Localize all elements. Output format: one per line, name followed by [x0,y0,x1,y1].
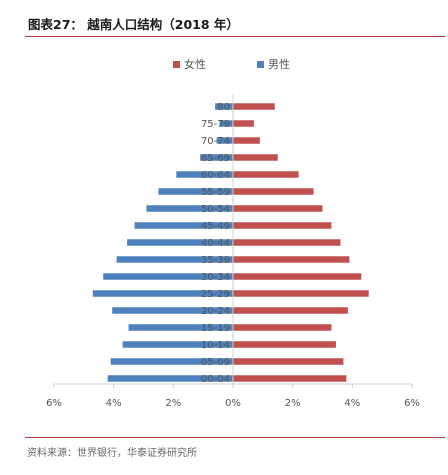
bars-group [92,103,369,382]
bar-female-70-74 [233,137,260,144]
bar-female-20-24 [233,307,348,314]
x-tick-label: 4% [344,398,360,409]
age-label-45-49: 45-49 [201,221,230,232]
age-label-40-44: 40-44 [201,238,230,249]
x-tick-label: 6% [46,398,62,409]
bar-female-00-04 [233,375,347,382]
bar-male-40-44 [127,239,233,246]
bar-female-65-69 [233,154,278,161]
bar-female-60-64 [233,171,299,178]
bar-female-25-29 [233,290,369,297]
bar-male-60-64 [176,171,233,178]
bar-female-35-39 [233,256,350,263]
bar-female-50-54 [233,205,323,212]
bar-male-25-29 [92,290,234,297]
bar-female-10-14 [233,341,336,348]
bar-female-15-19 [233,324,332,331]
legend: 女性 男性 [173,57,290,71]
bar-male-00-04 [107,375,233,382]
age-labels-group: 80 75-79 70-74 65-69 60-64 55-59 50-54 45-49 40-… [201,102,230,385]
bar-female-45-49 [233,222,332,229]
age-label-65-69: 65-69 [201,153,230,164]
legend-male-swatch [257,61,264,68]
x-tick-label: 2% [165,398,181,409]
age-label-10-14: 10-14 [201,340,230,351]
bar-male-50-54 [146,205,233,212]
chart-title: 图表27： 越南人口结构（2018 年） [28,17,239,32]
age-label-20-24: 20-24 [201,306,230,317]
bar-male-65-69 [200,154,233,161]
age-label-50-54: 50-54 [201,204,230,215]
age-label-15-19: 15-19 [201,323,230,334]
bar-female-55-59 [233,188,314,195]
bar-male-05-09 [110,358,233,365]
age-label-00-04: 00-04 [201,374,230,385]
bar-male-35-39 [116,256,233,263]
bar-male-55-59 [158,188,233,195]
bar-female-75-79 [233,120,254,127]
bar-male-20-24 [112,307,233,314]
bar-female-05-09 [233,358,344,365]
legend-male-label: 男性 [268,57,290,71]
age-label-70-74: 70-74 [201,136,230,147]
top-divider [25,36,445,37]
bar-male-10-14 [122,341,233,348]
age-label-30-34: 30-34 [201,272,230,283]
bar-male-45-49 [134,222,233,229]
age-label-25-29: 25-29 [201,289,230,300]
legend-female-swatch [173,61,180,68]
x-tick-label: 4% [106,398,122,409]
bottom-divider [25,437,445,438]
bar-male-80 [215,103,233,110]
bar-male-70-74 [216,137,233,144]
age-label-60-64: 60-64 [201,170,230,181]
legend-female-label: 女性 [184,57,206,71]
bar-female-80 [233,103,275,110]
age-label-80: 80 [217,102,230,113]
age-label-35-39: 35-39 [201,255,230,266]
x-tick-label: 6% [404,398,420,409]
bar-female-30-34 [233,273,362,280]
bar-male-30-34 [103,273,233,280]
age-label-75-79: 75-79 [201,119,230,130]
bar-male-75-79 [219,120,233,127]
x-tick-label: 0% [225,398,241,409]
source-note: 资料来源：世界银行，华泰证券研究所 [27,448,197,459]
age-label-05-09: 05-09 [201,357,230,368]
x-tick-label: 2% [285,398,301,409]
x-axis: 6% 4% 2% 0% 2% 4% 6% [46,94,420,409]
bar-male-15-19 [128,324,233,331]
bar-female-40-44 [233,239,341,246]
age-label-55-59: 55-59 [201,187,230,198]
